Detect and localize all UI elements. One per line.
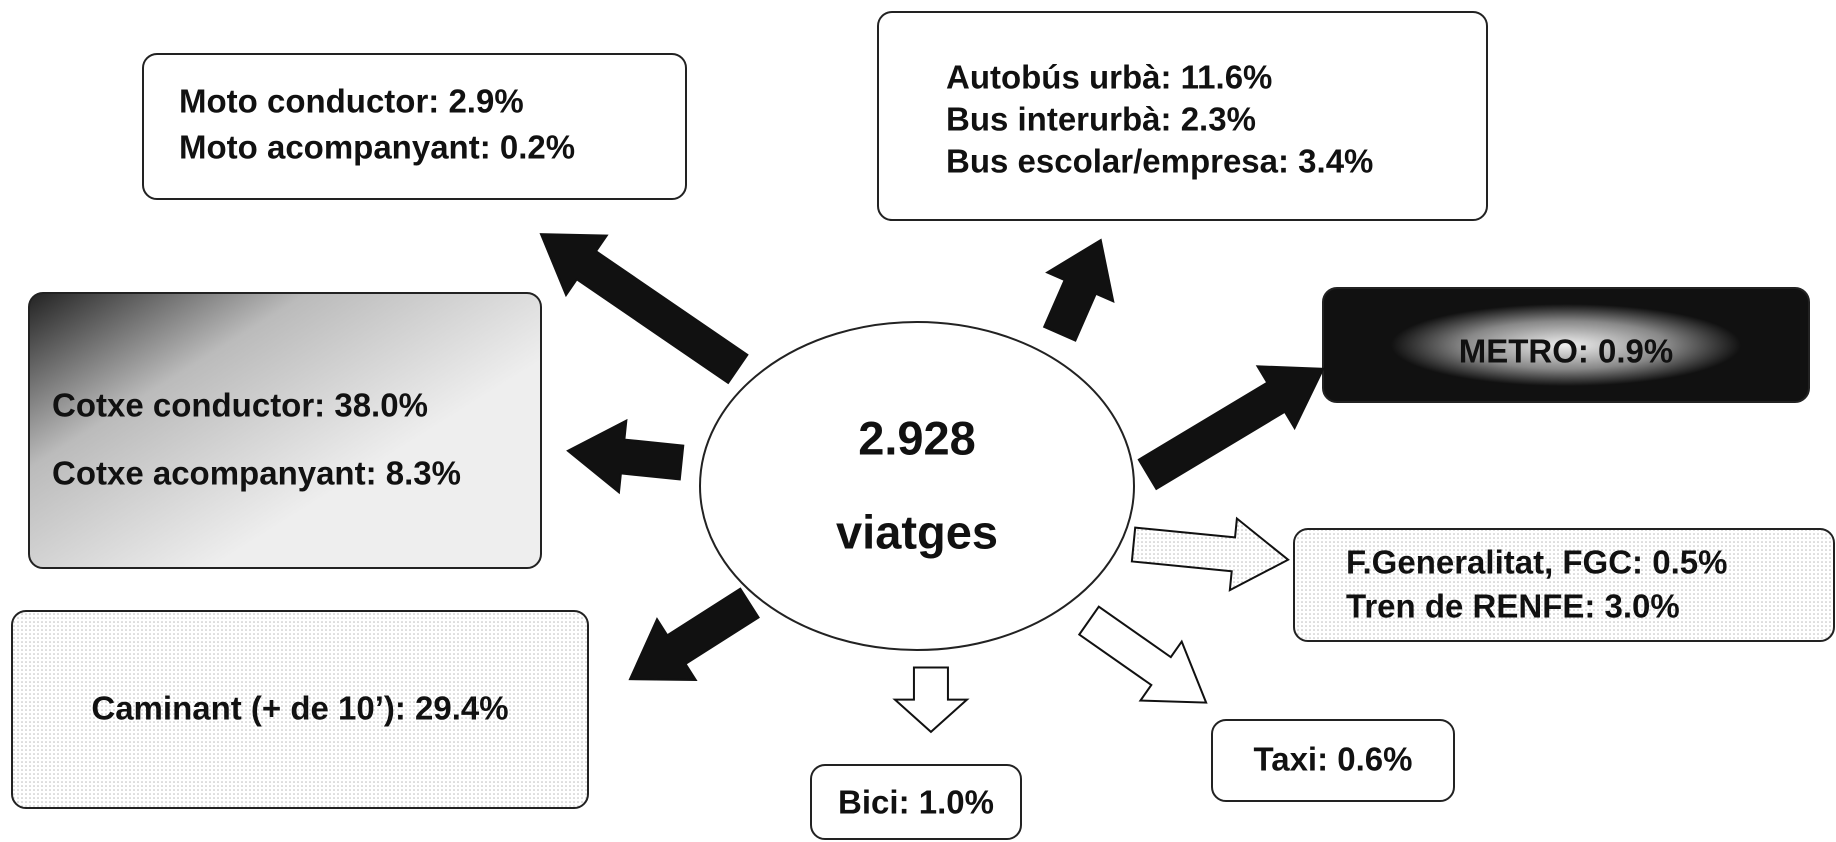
center-label: viatges (836, 505, 998, 558)
node-text: Cotxe acompanyant: 8.3% (52, 455, 461, 492)
node-text: F.Generalitat, FGC: 0.5% (1346, 544, 1727, 581)
node-box (142, 53, 687, 200)
node-text: Bici: 1.0% (838, 784, 994, 821)
arrow (1042, 238, 1115, 342)
arrow (539, 233, 749, 385)
arrow (1077, 605, 1208, 704)
node-box (1211, 719, 1455, 802)
node-box (810, 764, 1022, 840)
node-box (1322, 287, 1810, 403)
node-text: Bus escolar/empresa: 3.4% (946, 143, 1373, 180)
arrow (628, 587, 760, 682)
node-box (877, 11, 1488, 221)
arrow (566, 418, 685, 495)
arrow (1137, 365, 1325, 491)
node-text: Caminant (+ de 10’): 29.4% (91, 690, 508, 727)
node-text: Bus interurbà: 2.3% (946, 101, 1256, 138)
node-box (28, 292, 542, 569)
center-number: 2.928 (858, 411, 976, 464)
node-text: Autobús urbà: 11.6% (946, 59, 1272, 96)
arrow (1130, 516, 1290, 592)
node-box (11, 610, 589, 809)
node-text: Moto acompanyant: 0.2% (179, 129, 575, 166)
center-ellipse (699, 321, 1135, 651)
node-text: Moto conductor: 2.9% (179, 83, 524, 120)
node-text: Taxi: 0.6% (1254, 741, 1413, 778)
node-text: Cotxe conductor: 38.0% (52, 387, 428, 424)
arrow (892, 666, 970, 734)
node-text: METRO: 0.9% (1459, 333, 1674, 370)
node-text: Tren de RENFE: 3.0% (1346, 588, 1680, 625)
node-box (1293, 528, 1835, 642)
